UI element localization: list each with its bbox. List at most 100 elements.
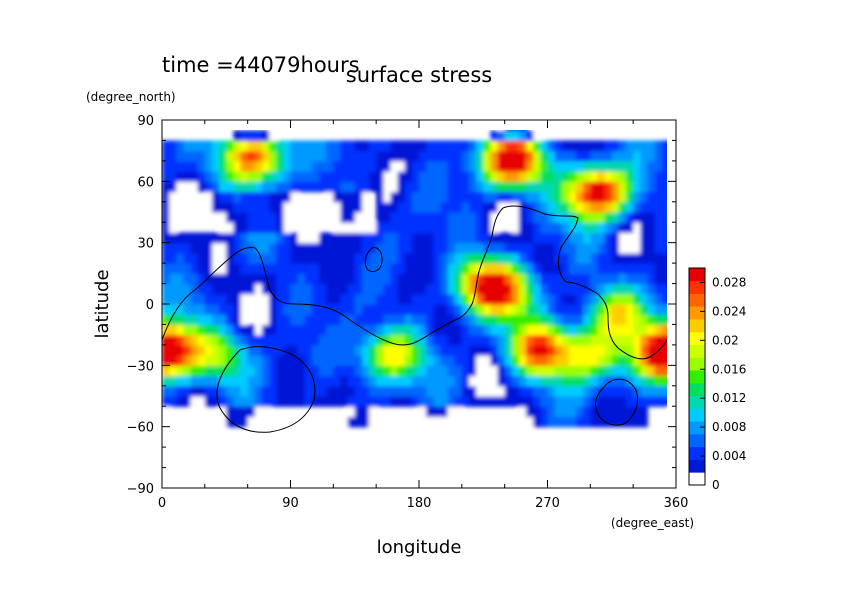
heatmap-cell <box>290 283 299 295</box>
heatmap-cell <box>419 160 427 172</box>
heatmap-cell <box>440 263 449 274</box>
heatmap-cell <box>669 263 677 274</box>
heatmap-cell <box>583 140 591 152</box>
heatmap-cell <box>219 304 227 315</box>
heatmap-cell <box>376 375 384 387</box>
heatmap-cell <box>661 283 667 295</box>
heatmap-cell <box>254 283 263 295</box>
heatmap-cell <box>383 181 392 193</box>
heatmap-cell <box>518 140 527 152</box>
heatmap-cell <box>554 181 563 193</box>
heatmap-cell <box>211 263 220 274</box>
heatmap-cell <box>468 263 477 274</box>
chart-title: surface stress <box>346 63 492 87</box>
heatmap-cell <box>283 263 292 274</box>
heatmap-cell <box>468 171 477 182</box>
heatmap-cell <box>197 396 206 407</box>
heatmap-cell <box>490 232 499 244</box>
heatmap-cell <box>276 171 284 182</box>
heatmap-cell <box>419 140 427 152</box>
heatmap-cell <box>511 181 520 193</box>
heatmap-cell <box>290 181 299 193</box>
heatmap-cell <box>461 355 470 366</box>
heatmap-cell <box>276 232 284 244</box>
heatmap-cell <box>504 365 513 377</box>
heatmap-cell <box>626 344 634 356</box>
heatmap-cell <box>440 181 449 193</box>
heatmap-cell <box>568 365 577 377</box>
heatmap-cell <box>226 324 234 336</box>
heatmap-cell <box>369 375 377 387</box>
heatmap-cell <box>190 355 199 366</box>
heatmap-cell <box>547 181 556 193</box>
heatmap-cell <box>240 160 249 172</box>
heatmap-cell <box>276 242 284 254</box>
heatmap-cell <box>661 324 667 336</box>
heatmap-cell <box>361 150 370 162</box>
heatmap-cell <box>326 140 334 152</box>
heatmap-cell <box>504 396 513 407</box>
heatmap-cell <box>269 314 277 326</box>
heatmap-cell <box>611 140 620 152</box>
heatmap-cell <box>618 242 627 254</box>
heatmap-cell <box>397 283 406 295</box>
heatmap-cell <box>162 304 170 315</box>
heatmap-cell <box>283 201 292 213</box>
heatmap-cell <box>204 324 213 336</box>
heatmap-cell <box>240 222 249 234</box>
heatmap-cell <box>583 283 591 295</box>
heatmap-cell <box>311 273 320 285</box>
heatmap-cell <box>554 171 563 182</box>
heatmap-cell <box>597 324 606 336</box>
heatmap-cell <box>326 304 334 315</box>
heatmap-cell <box>633 324 641 336</box>
colorbar-swatch <box>689 459 705 473</box>
heatmap-cell <box>576 406 584 418</box>
heatmap-cell <box>533 304 541 315</box>
heatmap-cell <box>176 273 185 285</box>
heatmap-cell <box>283 212 292 223</box>
heatmap-cell <box>290 263 299 274</box>
heatmap-cell <box>654 191 663 203</box>
heatmap-cell <box>440 242 449 254</box>
heatmap-cell <box>254 171 263 182</box>
heatmap-cell <box>497 334 506 346</box>
heatmap-cell <box>626 150 634 162</box>
heatmap-cell <box>497 396 506 407</box>
heatmap-cell <box>254 191 263 203</box>
heatmap-cell <box>669 386 677 397</box>
heatmap-cell <box>333 304 342 315</box>
heatmap-cell <box>661 314 667 326</box>
heatmap-cell <box>211 252 220 264</box>
heatmap-cell <box>490 130 499 142</box>
heatmap-cell <box>654 212 663 223</box>
heatmap-cell <box>383 150 392 162</box>
heatmap-cell <box>468 365 477 377</box>
heatmap-cell <box>468 355 477 366</box>
heatmap-cell <box>226 375 234 387</box>
heatmap-cell <box>468 314 477 326</box>
heatmap-cell <box>633 314 641 326</box>
heatmap-cell <box>604 201 613 213</box>
heatmap-cell <box>397 140 406 152</box>
heatmap-cell <box>554 396 563 407</box>
heatmap-cell <box>561 150 570 162</box>
heatmap-cell <box>297 375 306 387</box>
heatmap-cell <box>204 191 213 203</box>
heatmap-cell <box>576 242 584 254</box>
heatmap-cell <box>461 293 470 305</box>
heatmap-cell <box>568 324 577 336</box>
heatmap-cell <box>169 385 177 397</box>
heatmap-cell <box>219 416 227 428</box>
heatmap-cell <box>597 150 606 162</box>
heatmap-cell <box>654 201 663 213</box>
heatmap-cell <box>561 212 570 223</box>
heatmap-cell <box>169 252 177 264</box>
heatmap-cell <box>326 160 334 172</box>
heatmap-cell <box>604 334 613 346</box>
heatmap-cell <box>390 222 399 234</box>
heatmap-cell <box>526 130 534 142</box>
heatmap-cell <box>433 222 442 234</box>
heatmap-cell <box>483 160 491 172</box>
